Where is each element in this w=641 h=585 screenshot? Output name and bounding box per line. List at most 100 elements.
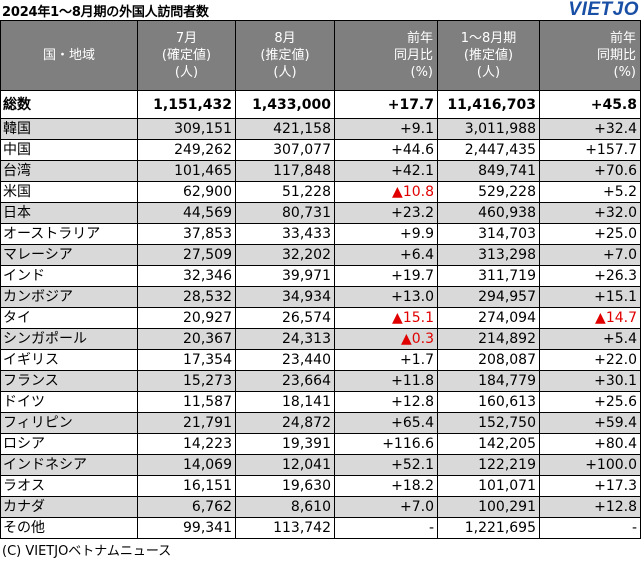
yoy-month-value: +6.4	[334, 244, 438, 266]
yoy-month-value: +42.1	[334, 160, 438, 182]
table-row: インド 32,346 39,971 +19.7 311,719 +26.3	[0, 265, 641, 287]
yoy-period-value: +30.1	[539, 370, 641, 392]
yoy-period-value: +7.0	[539, 244, 641, 266]
yoy-period-value: +25.6	[539, 391, 641, 413]
header-yoy-month: 前年 同月比 (%)	[334, 20, 438, 91]
table-row: ラオス 16,151 19,630 +18.2 101,071 +17.3	[0, 475, 641, 497]
jan-aug-value: 849,741	[437, 160, 540, 182]
header-yoy-period-line: 同期比	[596, 48, 636, 63]
table-row: ロシア 14,223 19,391 +116.6 142,205 +80.4	[0, 433, 641, 455]
jan-aug-value: 460,938	[437, 202, 540, 224]
august-value: 80,731	[235, 202, 335, 224]
jan-aug-value: 313,298	[437, 244, 540, 266]
table-row: イギリス 17,354 23,440 +1.7 208,087 +22.0	[0, 349, 641, 371]
jan-aug-value: 152,750	[437, 412, 540, 434]
table-row: インドネシア 14,069 12,041 +52.1 122,219 +100.0	[0, 454, 641, 476]
table-row: 台湾 101,465 117,848 +42.1 849,741 +70.6	[0, 160, 641, 182]
header-july-line: (確定値)	[161, 48, 212, 63]
header-jan-aug-line: 1～8月期	[460, 31, 517, 46]
july-value: 309,151	[137, 118, 236, 140]
total-row: 総数 1,151,432 1,433,000 +17.7 11,416,703 …	[0, 90, 641, 119]
july-value: 17,354	[137, 349, 236, 371]
header-jan-aug: 1～8月期 (推定値) (人)	[437, 20, 540, 91]
august-value: 24,313	[235, 328, 335, 350]
august-value: 32,202	[235, 244, 335, 266]
jan-aug-value: 529,228	[437, 181, 540, 203]
yoy-month-value: +12.8	[334, 391, 438, 413]
table-row: カナダ 6,762 8,610 +7.0 100,291 +12.8	[0, 496, 641, 518]
jan-aug-value: 314,703	[437, 223, 540, 245]
header-country: 国・地域	[0, 20, 138, 91]
visitor-table: 国・地域 7月 (確定値) (人) 8月 (推定値) (人) 前年 同月比 (%…	[0, 20, 641, 539]
country-name: 韓国	[0, 118, 138, 140]
table-row: 中国 249,262 307,077 +44.6 2,447,435 +157.7	[0, 139, 641, 161]
header-yoy-month-line: 同月比	[393, 48, 433, 63]
yoy-period-value: +17.3	[539, 475, 641, 497]
copyright-footer: (C) VIETJOベトナムニュース	[2, 544, 172, 559]
jan-aug-value: 101,071	[437, 475, 540, 497]
yoy-month-value: +11.8	[334, 370, 438, 392]
july-value: 44,569	[137, 202, 236, 224]
yoy-month-value: -	[334, 517, 438, 539]
jan-aug-value: 208,087	[437, 349, 540, 371]
july-value: 101,465	[137, 160, 236, 182]
header-august-line: (推定値)	[260, 48, 310, 63]
table-row: フランス 15,273 23,664 +11.8 184,779 +30.1	[0, 370, 641, 392]
jan-aug-value: 160,613	[437, 391, 540, 413]
yoy-period-value: +12.8	[539, 496, 641, 518]
yoy-month-value: +23.2	[334, 202, 438, 224]
total-label: 総数	[0, 90, 138, 119]
july-value: 37,853	[137, 223, 236, 245]
country-name: ロシア	[0, 433, 138, 455]
jan-aug-value: 311,719	[437, 265, 540, 287]
yoy-month-value: +9.1	[334, 118, 438, 140]
jan-aug-value: 294,957	[437, 286, 540, 308]
country-name: その他	[0, 517, 138, 539]
yoy-month-value: ▲15.1	[334, 307, 438, 329]
country-name: 米国	[0, 181, 138, 203]
country-name: ラオス	[0, 475, 138, 497]
header-july-line: (人)	[174, 65, 199, 80]
page-title: 2024年1～8月期の外国人訪問者数	[2, 5, 209, 20]
august-value: 421,158	[235, 118, 335, 140]
july-value: 99,341	[137, 517, 236, 539]
country-name: インド	[0, 265, 138, 287]
yoy-period-value: -	[539, 517, 641, 539]
yoy-period-value: +26.3	[539, 265, 641, 287]
table-row: ドイツ 11,587 18,141 +12.8 160,613 +25.6	[0, 391, 641, 413]
header-yoy-month-line: 前年	[406, 31, 433, 46]
august-value: 8,610	[235, 496, 335, 518]
yoy-month-value: +65.4	[334, 412, 438, 434]
table-row: 日本 44,569 80,731 +23.2 460,938 +32.0	[0, 202, 641, 224]
august-value: 117,848	[235, 160, 335, 182]
august-value: 19,391	[235, 433, 335, 455]
yoy-period-value: +22.0	[539, 349, 641, 371]
table-row: カンボジア 28,532 34,934 +13.0 294,957 +15.1	[0, 286, 641, 308]
table-row: その他 99,341 113,742-1,221,695-	[0, 517, 641, 539]
country-name: フィリピン	[0, 412, 138, 434]
yoy-month-value: ▲0.3	[334, 328, 438, 350]
july-value: 62,900	[137, 181, 236, 203]
yoy-month-value: +9.9	[334, 223, 438, 245]
country-name: ドイツ	[0, 391, 138, 413]
july-value: 21,791	[137, 412, 236, 434]
country-name: 台湾	[0, 160, 138, 182]
header-august-line: (人)	[273, 65, 297, 80]
header-jan-aug-line: (推定値)	[463, 48, 514, 63]
table-row: 韓国 309,151 421,158 +9.1 3,011,988 +32.4	[0, 118, 641, 140]
july-value: 27,509	[137, 244, 236, 266]
yoy-month-value: +13.0	[334, 286, 438, 308]
header-yoy-month-line: (%)	[410, 65, 434, 80]
july-value: 14,069	[137, 454, 236, 476]
jan-aug-value: 142,205	[437, 433, 540, 455]
july-value: 16,151	[137, 475, 236, 497]
country-name: オーストラリア	[0, 223, 138, 245]
august-value: 34,934	[235, 286, 335, 308]
jan-aug-value: 1,221,695	[437, 517, 540, 539]
jan-aug-value: 100,291	[437, 496, 540, 518]
yoy-month-value: +116.6	[334, 433, 438, 455]
yoy-month-value: +52.1	[334, 454, 438, 476]
vietjo-logo: VIETJO	[568, 0, 639, 20]
country-name: 日本	[0, 202, 138, 224]
table-row: フィリピン 21,791 24,872 +65.4 152,750 +59.4	[0, 412, 641, 434]
